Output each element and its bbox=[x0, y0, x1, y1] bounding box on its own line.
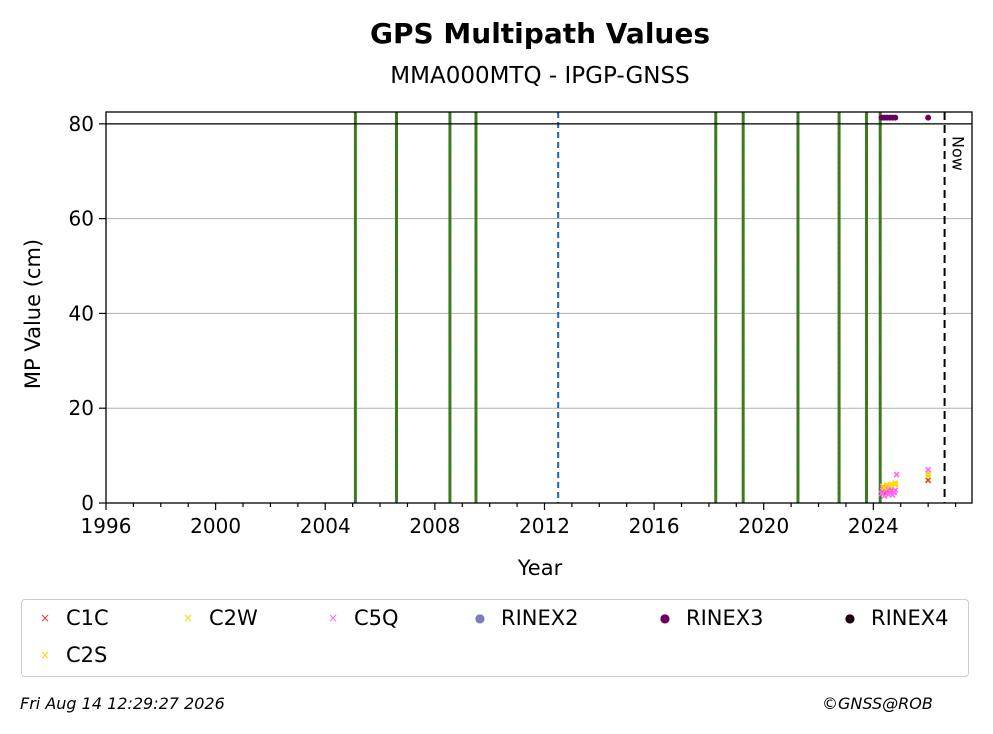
legend: × C1C × C2W × C5Q ● RINEX2 ● RINEX3 ● RINEX4 × C2S bbox=[21, 599, 969, 677]
x-tick-label: 2008 bbox=[409, 514, 460, 538]
x-tick-label: 1996 bbox=[81, 514, 132, 538]
legend-marker: × bbox=[182, 611, 194, 625]
legend-item-rinex2: ● RINEX2 bbox=[469, 605, 579, 631]
data-point-c2w bbox=[892, 480, 899, 487]
y-tick-label: 60 bbox=[69, 207, 94, 231]
timestamp-footer: Fri Aug 14 12:29:27 2026 bbox=[20, 694, 225, 713]
x-tick-label: 2024 bbox=[848, 514, 899, 538]
copyright-footer: ©GNSS@ROB bbox=[822, 694, 933, 713]
now-label: Now bbox=[949, 136, 968, 171]
legend-marker: ● bbox=[474, 611, 486, 625]
data-point-c5q bbox=[892, 487, 899, 494]
legend-item-c1c: × C1C bbox=[34, 605, 109, 631]
legend-item-c2s: × C2S bbox=[34, 642, 107, 668]
data-point-c5q bbox=[881, 492, 888, 499]
legend-item-rinex4: ● RINEX4 bbox=[839, 605, 949, 631]
legend-marker: × bbox=[327, 611, 339, 625]
legend-marker: ● bbox=[844, 611, 856, 625]
legend-label: RINEX4 bbox=[871, 606, 949, 630]
multipath-chart: GPS Multipath Values MMA000MTQ - IPGP-GN… bbox=[21, 17, 973, 580]
legend-item-rinex3: ● RINEX3 bbox=[654, 605, 764, 631]
x-axis-label: Year bbox=[517, 556, 563, 580]
legend-item-c2w: × C2W bbox=[177, 605, 258, 631]
chart-subtitle: MMA000MTQ - IPGP-GNSS bbox=[390, 63, 689, 89]
legend-label: C1C bbox=[66, 606, 109, 630]
data-point-rinex3 bbox=[925, 114, 932, 121]
legend-label: C2S bbox=[66, 643, 108, 667]
data-point-c5q bbox=[893, 471, 900, 478]
y-tick-label: 20 bbox=[69, 396, 94, 420]
legend-marker: ● bbox=[659, 611, 671, 625]
legend-label: C2W bbox=[209, 606, 258, 630]
x-tick-label: 2016 bbox=[629, 514, 680, 538]
legend-label: C5Q bbox=[354, 606, 399, 630]
legend-marker: × bbox=[39, 648, 51, 662]
y-axis-label: MP Value (cm) bbox=[21, 239, 45, 389]
y-tick-label: 0 bbox=[81, 491, 94, 515]
x-tick-label: 2020 bbox=[738, 514, 789, 538]
y-tick-label: 40 bbox=[69, 301, 94, 325]
data-point-c1c bbox=[925, 477, 932, 484]
data-point-c5q bbox=[925, 466, 932, 473]
data-point-c2s bbox=[892, 481, 899, 488]
chart-title: GPS Multipath Values bbox=[370, 17, 710, 50]
data-point-c2s bbox=[881, 484, 888, 491]
data-point-rinex3 bbox=[892, 114, 899, 121]
plot-frame bbox=[105, 111, 973, 504]
x-tick-label: 2004 bbox=[300, 514, 351, 538]
legend-item-c5q: × C5Q bbox=[322, 605, 399, 631]
data-point-c2s bbox=[886, 482, 893, 490]
legend-marker: × bbox=[39, 611, 51, 625]
x-tick-label: 2000 bbox=[190, 514, 241, 538]
x-tick-label: 2012 bbox=[519, 514, 570, 538]
y-tick-label: 80 bbox=[69, 112, 94, 136]
legend-label: RINEX2 bbox=[501, 606, 579, 630]
data-point-c2s bbox=[925, 472, 932, 479]
legend-label: RINEX3 bbox=[686, 606, 764, 630]
